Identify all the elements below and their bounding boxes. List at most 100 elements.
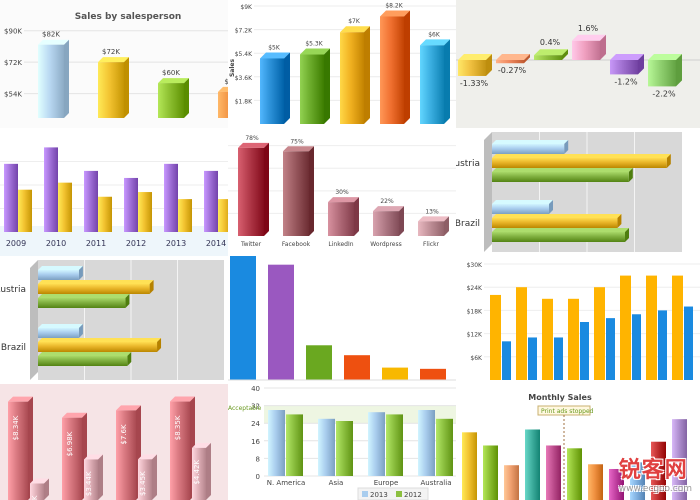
bar bbox=[386, 414, 403, 476]
y-tick-label: $5.4K bbox=[235, 51, 253, 58]
data-label: $6K bbox=[428, 31, 441, 38]
annotation-text: Print ads stopped bbox=[541, 408, 594, 415]
data-label: $8.2K bbox=[385, 2, 403, 9]
bar bbox=[344, 355, 370, 380]
bar bbox=[492, 154, 671, 168]
bar bbox=[306, 345, 332, 380]
bar bbox=[492, 200, 553, 214]
acceptable-band bbox=[264, 405, 456, 424]
chart-austria-brazil-a: Austria Brazil bbox=[456, 128, 700, 256]
bar bbox=[606, 318, 615, 380]
bar bbox=[516, 287, 527, 380]
y-axis-label: Sales bbox=[229, 59, 236, 77]
bar bbox=[38, 266, 83, 280]
bar bbox=[651, 441, 666, 500]
x-tick-label: 2012 bbox=[126, 239, 146, 248]
bar bbox=[164, 163, 178, 232]
data-label: $3.45K bbox=[139, 471, 147, 496]
legend bbox=[357, 487, 429, 500]
bar bbox=[567, 448, 582, 500]
bar bbox=[504, 465, 519, 500]
data-label: -2.2% bbox=[652, 89, 676, 98]
bar bbox=[418, 410, 435, 476]
data-label: $5K bbox=[268, 44, 281, 51]
bar bbox=[116, 405, 141, 500]
bar bbox=[492, 214, 622, 228]
bar bbox=[418, 216, 449, 236]
bar bbox=[632, 314, 641, 380]
x-tick-label: N. America bbox=[267, 479, 306, 487]
data-label: $55 bbox=[224, 78, 228, 86]
legend-swatch bbox=[396, 491, 402, 497]
chart-title: Sales by salesperson bbox=[75, 12, 182, 22]
data-label: $6.98K bbox=[66, 431, 74, 456]
y-tick-label: 16 bbox=[251, 438, 260, 446]
bar bbox=[340, 26, 370, 124]
data-label: $1.4K bbox=[31, 495, 39, 500]
bar bbox=[554, 337, 563, 380]
data-label: -1.2% bbox=[614, 77, 638, 86]
bar bbox=[546, 445, 561, 500]
y-tick-label: 40 bbox=[251, 385, 260, 393]
bar bbox=[328, 197, 359, 236]
data-label: 13% bbox=[425, 208, 439, 215]
bar bbox=[609, 468, 624, 500]
bar bbox=[462, 432, 477, 500]
bar bbox=[138, 454, 157, 500]
bar bbox=[158, 78, 189, 118]
data-label: $7.6K bbox=[120, 424, 128, 445]
bar bbox=[98, 196, 112, 232]
bar bbox=[502, 341, 511, 380]
y-tick-label: Brazil bbox=[456, 219, 480, 229]
bar bbox=[84, 454, 103, 500]
axis-band bbox=[0, 226, 228, 256]
y-tick-label: $24K bbox=[467, 285, 483, 292]
y-tick-label: Brazil bbox=[1, 343, 26, 353]
bar bbox=[610, 54, 644, 75]
x-tick-label: 2011 bbox=[86, 239, 106, 248]
bar bbox=[672, 419, 687, 500]
bar bbox=[458, 54, 492, 76]
bar bbox=[204, 170, 218, 232]
chart-flat-colors bbox=[228, 256, 456, 384]
y-tick-label: 32 bbox=[251, 403, 260, 411]
chart-monthly-sales: Monthly Sales Print ads stopped bbox=[456, 384, 700, 500]
bar bbox=[490, 294, 501, 380]
bar bbox=[84, 170, 98, 232]
legend-label: 2013 bbox=[370, 491, 388, 499]
bar bbox=[98, 57, 129, 118]
bar bbox=[38, 352, 132, 366]
legend-swatch bbox=[362, 491, 368, 497]
bar bbox=[4, 163, 18, 232]
bar bbox=[594, 287, 605, 380]
bar bbox=[658, 310, 667, 380]
plot-side-wall bbox=[30, 260, 38, 380]
data-label: $72K bbox=[102, 48, 120, 56]
bar bbox=[30, 478, 49, 500]
bar bbox=[38, 280, 154, 294]
data-label: $5.3K bbox=[305, 41, 323, 48]
legend-label: 2012 bbox=[404, 491, 422, 499]
bar bbox=[124, 177, 138, 232]
bar bbox=[38, 39, 69, 118]
y-tick-label: 0 bbox=[256, 473, 260, 481]
bar bbox=[138, 192, 152, 232]
bar bbox=[568, 298, 579, 380]
data-label: 1.6% bbox=[578, 24, 599, 33]
x-tick-label: Europe bbox=[374, 479, 399, 487]
x-tick-label: Australia bbox=[421, 479, 452, 487]
bar bbox=[492, 228, 629, 242]
data-label: $8.34K bbox=[12, 415, 20, 440]
bar bbox=[648, 54, 682, 87]
bar bbox=[283, 146, 314, 236]
y-tick-label: $12K bbox=[467, 332, 483, 339]
bar bbox=[170, 396, 195, 500]
bar bbox=[492, 140, 569, 154]
bar bbox=[420, 368, 446, 380]
chart-regions: 0 8 16 24 32 40 Acceptable N. America Asia Europe… bbox=[228, 384, 456, 500]
bar bbox=[542, 298, 553, 380]
data-label: -1.33% bbox=[460, 79, 489, 88]
x-tick-label: 2009 bbox=[6, 239, 26, 248]
chart-red-gradient: $8.34K $1.4K $6.98K $3.44K $7.6K $3.45K $8.35K… bbox=[0, 384, 228, 500]
data-label: 30% bbox=[335, 189, 349, 196]
